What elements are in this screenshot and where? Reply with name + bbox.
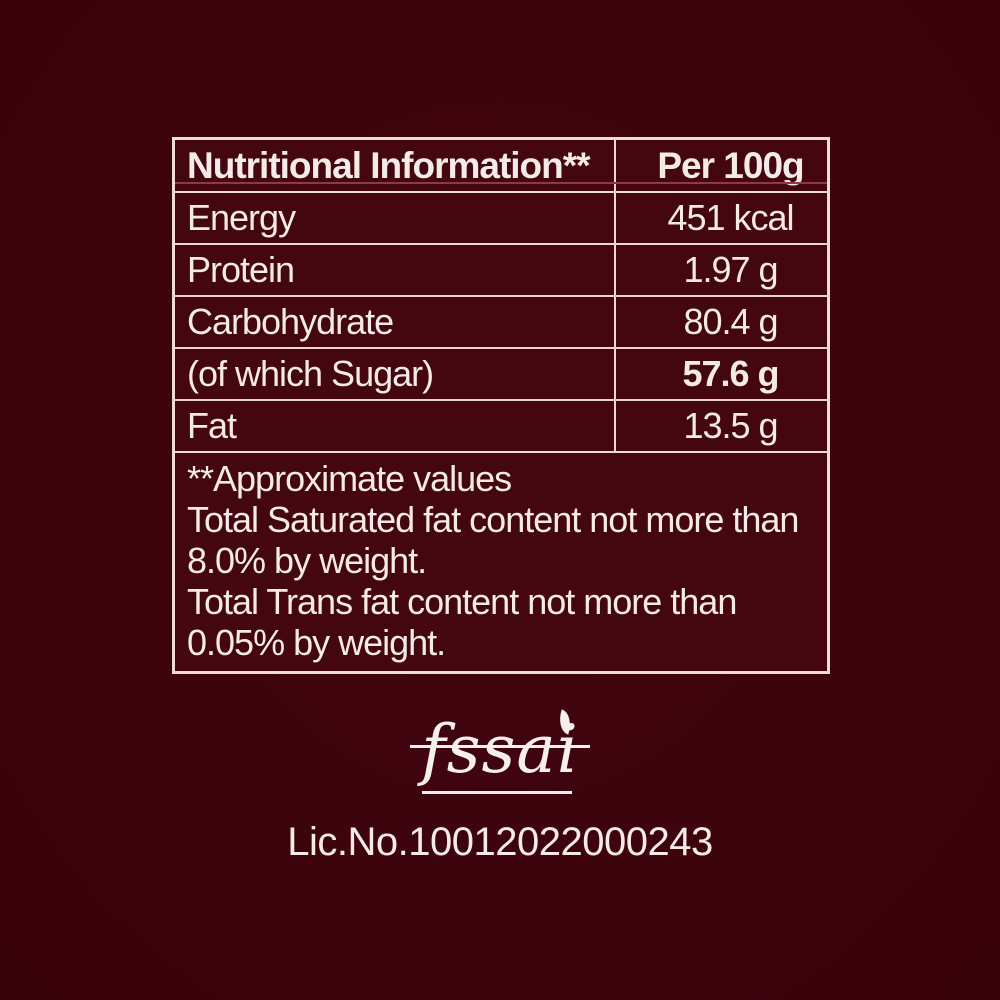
nutrition-table: Nutritional Information** Per 100g Energ… [172,137,830,674]
table-row-energy: Energy 451 kcal [175,193,827,243]
table-title: Nutritional Information** [187,144,591,186]
per-100g-column-header: Per 100g [614,140,827,191]
fssai-logo-text: fssai [421,711,579,788]
approximate-values-notes: **Approximate values Total Saturated fat… [175,451,827,671]
table-row-fat: Fat 13.5 g [175,399,827,451]
fssai-license-number: Lic.No.10012022000243 [287,820,713,864]
note-line-saturated-2: 8.0% by weight. [187,540,427,581]
row-value: 80.4 g [614,297,827,347]
fssai-underline [422,791,572,794]
note-line-approximate: **Approximate values [187,458,512,499]
fssai-overline [410,745,590,748]
row-label: Protein [187,249,295,290]
note-line-trans-1: Total Trans fat content not more than [187,581,737,622]
fssai-logo: fssai [410,703,590,803]
table-row-carbohydrate: Carbohydrate 80.4 g [175,295,827,347]
table-header-row: Nutritional Information** Per 100g [175,140,827,193]
table-row-sugar: (of which Sugar) 57.6 g [175,347,827,399]
row-label: (of which Sugar) [187,353,434,394]
row-value: 57.6 g [614,349,827,399]
row-value: 1.97 g [614,245,827,295]
note-line-saturated-1: Total Saturated fat content not more tha… [187,499,799,540]
row-label: Energy [187,197,296,238]
note-line-trans-2: 0.05% by weight. [187,622,446,663]
table-row-protein: Protein 1.97 g [175,243,827,295]
row-value: 13.5 g [614,401,827,451]
row-label: Carbohydrate [187,301,394,342]
row-value: 451 kcal [614,193,827,243]
row-label: Fat [187,405,237,446]
